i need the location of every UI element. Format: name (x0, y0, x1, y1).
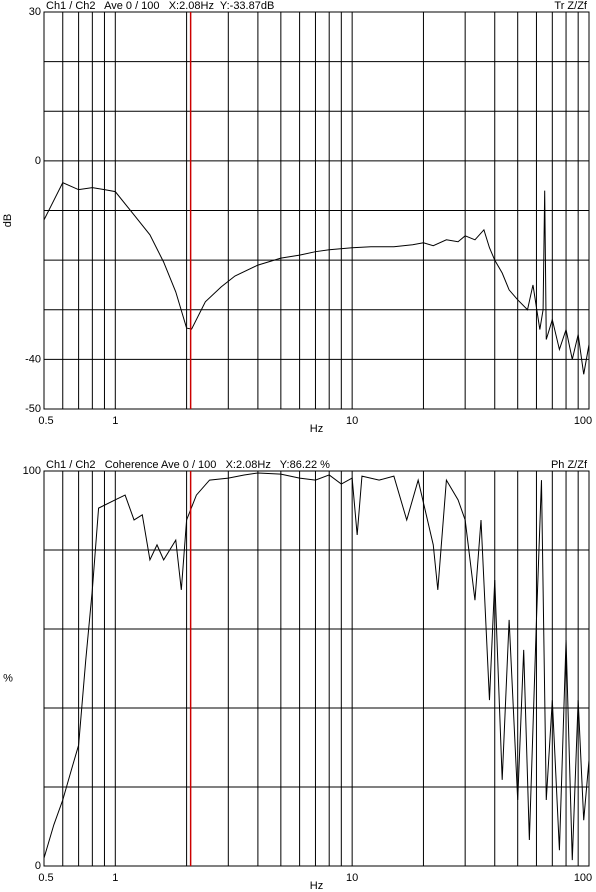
x-tick-label: 1 (112, 415, 118, 427)
x-tick-label: 100 (574, 415, 592, 427)
y-axis-label: dB (2, 214, 14, 227)
x-tick-label: 1 (112, 872, 118, 884)
x-tick-label: 0.5 (38, 872, 53, 884)
x-tick-label: 10 (346, 872, 358, 884)
y-tick-label: 30 (29, 6, 41, 18)
plot-frame (43, 470, 590, 867)
x-tick-label: 0.5 (38, 415, 53, 427)
y-tick-label: 0 (35, 860, 41, 872)
y-tick-label: 0 (35, 155, 41, 167)
header-left: Ch1 / Ch2 Coherence Ave 0 / 100 X:2.08Hz… (46, 459, 330, 471)
header-right: Ph Z/Zf (551, 459, 588, 471)
x-tick-label: 100 (574, 872, 592, 884)
trace (43, 182, 590, 375)
x-axis-label: Hz (310, 423, 323, 435)
plot-frame (43, 11, 590, 410)
x-axis-label: Hz (310, 880, 323, 892)
x-tick-label: 10 (346, 415, 358, 427)
y-tick-label: 100 (23, 465, 41, 477)
y-tick-label: -40 (25, 353, 41, 365)
y-tick-label: -50 (25, 403, 41, 415)
trace (43, 472, 590, 861)
header-left: Ch1 / Ch2 Ave 0 / 100 X:2.08Hz Y:-33.87d… (46, 0, 274, 12)
y-axis-label: % (3, 672, 13, 684)
header-right: Tr Z/Zf (554, 0, 588, 12)
